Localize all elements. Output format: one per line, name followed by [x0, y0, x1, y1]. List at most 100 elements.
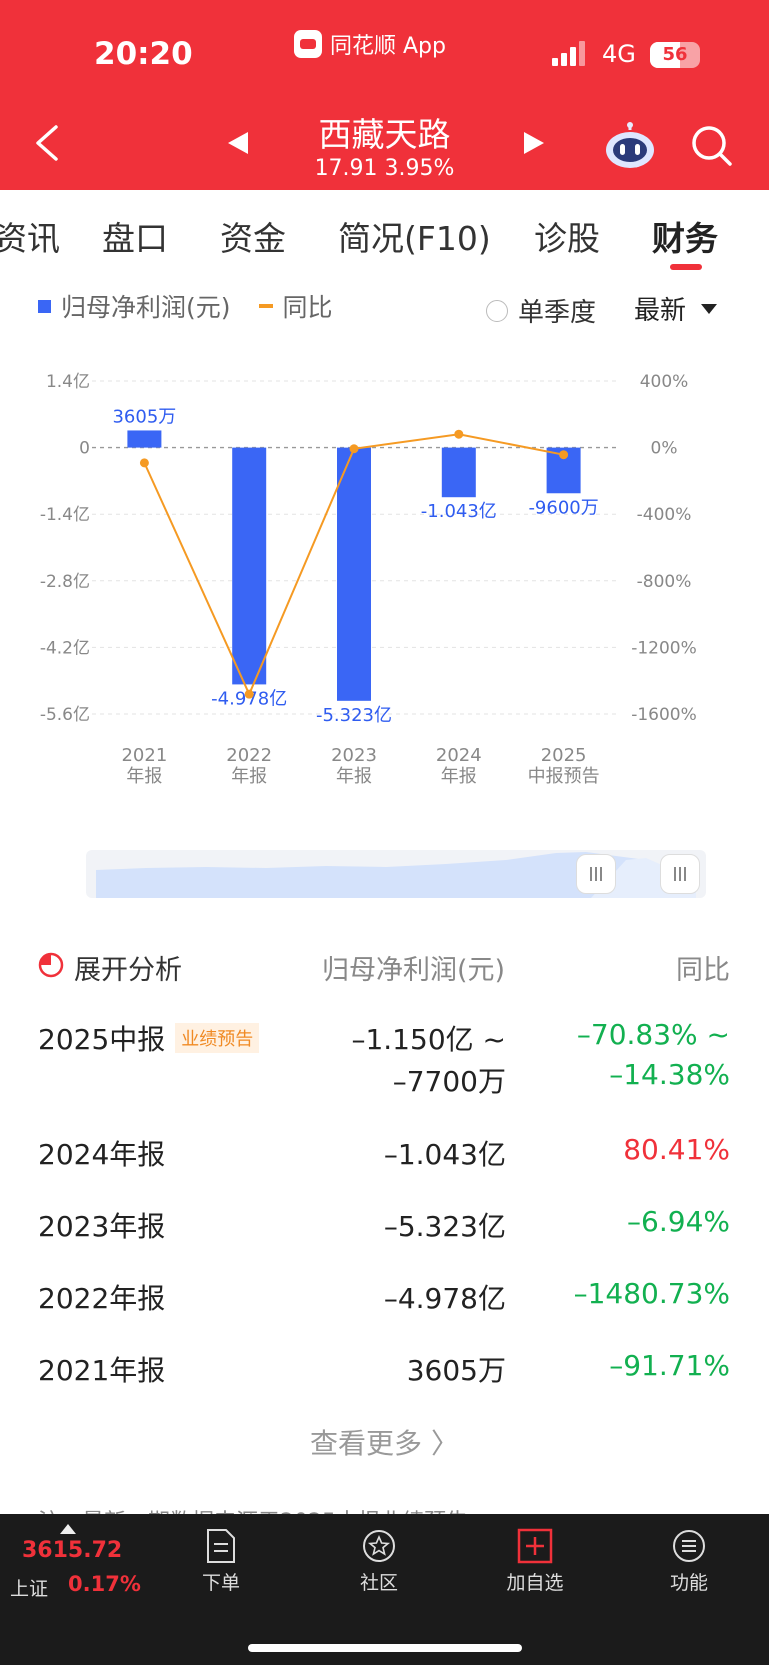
x-tick-label: 2021: [121, 745, 167, 766]
period-dropdown-value: 最新: [634, 296, 687, 326]
nav-order-label: 下单: [201, 1572, 240, 1594]
index-value: 3615.72: [22, 1538, 123, 1563]
row-profit: 3605万: [406, 1354, 506, 1387]
nav-community-label: 社区: [359, 1572, 398, 1594]
row-period: 2021年报: [38, 1354, 166, 1387]
nav-add-watchlist[interactable]: 加自选: [480, 1528, 590, 1595]
x-tick-sublabel: 年报: [231, 766, 267, 787]
forecast-badge: 业绩预告: [175, 1023, 260, 1053]
community-icon: [363, 1530, 395, 1562]
slider-handle-right[interactable]: [660, 854, 700, 894]
index-name: 上证: [10, 1578, 49, 1600]
x-tick-sublabel: 年报: [126, 766, 162, 787]
yoy-point: [454, 429, 464, 439]
menu-icon: [673, 1530, 705, 1562]
row-profit: –4.978亿: [383, 1282, 506, 1315]
y-right-tick: 0%: [651, 439, 678, 459]
bar-data-label: 3605万: [112, 406, 176, 427]
tab-bar: 资讯 盘口 资金 简况(F10) 诊股 财务: [0, 190, 769, 274]
tab-finance[interactable]: 财务: [652, 219, 718, 258]
home-indicator: [248, 1644, 522, 1652]
yoy-point: [349, 444, 359, 454]
header-yoy: 同比: [676, 955, 730, 986]
y-right-tick: -1600%: [631, 705, 697, 725]
x-tick-label: 2022: [226, 745, 272, 766]
bar-data-label: -5.323亿: [316, 705, 392, 726]
y-right-tick: -1200%: [631, 638, 697, 658]
legend-line-swatch: [258, 304, 273, 308]
bar: [127, 430, 162, 448]
row-period: 2022年报: [38, 1282, 166, 1315]
stock-name: 西藏天路: [318, 115, 451, 154]
y-right-tick: -400%: [637, 505, 692, 525]
x-tick-sublabel: 年报: [336, 766, 372, 787]
status-time: 20:20: [94, 36, 193, 72]
row-period: 2024年报: [38, 1138, 166, 1171]
single-quarter-toggle[interactable]: 单季度: [486, 292, 596, 329]
table-header: 展开分析 归母净利润(元) 同比: [38, 944, 730, 988]
order-icon: [207, 1529, 235, 1563]
legend-yoy: 同比: [282, 293, 333, 322]
back-icon[interactable]: [32, 123, 62, 163]
row-yoy: –6.94%: [627, 1205, 730, 1238]
bar: [232, 447, 267, 685]
yoy-point: [139, 458, 149, 468]
nav-community[interactable]: 社区: [324, 1528, 434, 1595]
row-profit: –1.150亿 ~ –7700万: [351, 1023, 506, 1098]
period-dropdown[interactable]: 最新: [634, 290, 718, 327]
radio-icon[interactable]: [486, 299, 508, 322]
nav-add-watchlist-label: 加自选: [506, 1572, 564, 1594]
network-type: 4G: [602, 40, 636, 68]
app-header: 20:20 同花顺 App 4G 56 西藏天路 17.91 3.95%: [0, 0, 769, 190]
header-profit: 归母净利润(元): [322, 955, 506, 986]
y-left-tick: -2.8亿: [40, 572, 90, 592]
x-tick-label: 2024: [436, 745, 482, 766]
next-stock-button[interactable]: [522, 130, 546, 156]
tab-f10[interactable]: 简况(F10): [338, 219, 491, 258]
legend-bar-swatch: [38, 299, 51, 313]
signal-icon: [552, 40, 585, 66]
bottom-bar: 3615.72 上证 0.17% 下单 社区 加自选 功: [0, 1514, 769, 1665]
row-profit: –5.323亿: [383, 1210, 506, 1243]
tab-news[interactable]: 资讯: [0, 219, 60, 258]
x-tick-label: 2023: [331, 745, 377, 766]
analysis-pie-icon: [38, 952, 64, 978]
ai-assistant-icon[interactable]: [604, 122, 656, 170]
y-left-tick: -5.6亿: [40, 705, 90, 725]
search-icon[interactable]: [690, 124, 734, 168]
profit-chart: 1.4亿 0 -1.4亿 -2.8亿 -4.2亿 -5.6亿 400% 0% -400% -800…: [40, 372, 697, 787]
stock-price: 17.91 3.95%: [314, 156, 455, 181]
row-yoy: –1480.73%: [573, 1277, 730, 1310]
dropdown-triangle-icon: [701, 303, 718, 314]
app-logo-icon: [294, 30, 322, 58]
row-profit: –1.043亿: [383, 1138, 506, 1171]
expand-analysis-button[interactable]: 展开分析: [74, 955, 182, 986]
tab-diagnosis[interactable]: 诊股: [534, 219, 600, 258]
slider-handle-left[interactable]: [576, 854, 616, 894]
row-yoy: 80.41%: [623, 1133, 730, 1166]
bar: [441, 447, 476, 498]
nav-order[interactable]: 下单: [166, 1528, 276, 1595]
row-yoy: –70.83% ~ –14.38%: [576, 1018, 730, 1091]
y-left-tick: 0: [79, 439, 90, 459]
battery-level: 56: [662, 44, 688, 65]
chart-range-slider[interactable]: [86, 850, 706, 898]
single-quarter-label: 单季度: [518, 298, 597, 328]
chart-legend: 归母净利润(元) 同比: [38, 286, 333, 326]
tab-capital[interactable]: 资金: [220, 219, 286, 258]
prev-stock-button[interactable]: [226, 130, 250, 156]
y-right-tick: 400%: [640, 372, 689, 392]
y-left-tick: -4.2亿: [40, 638, 90, 658]
y-right-tick: -800%: [637, 572, 692, 592]
nav-functions-label: 功能: [669, 1572, 708, 1594]
view-more-link[interactable]: 查看更多 〉: [310, 1427, 459, 1460]
y-left-tick: 1.4亿: [46, 372, 90, 392]
row-period: 2023年报: [38, 1210, 166, 1243]
yoy-point: [559, 450, 569, 460]
tab-order-book[interactable]: 盘口: [102, 219, 168, 258]
nav-functions[interactable]: 功能: [634, 1528, 744, 1595]
bar-data-label: -1.043亿: [421, 501, 497, 522]
x-tick-sublabel: 中报预告: [528, 766, 600, 787]
bar-data-label: -4.978亿: [211, 688, 287, 709]
app-name: 同花顺 App: [330, 34, 446, 59]
